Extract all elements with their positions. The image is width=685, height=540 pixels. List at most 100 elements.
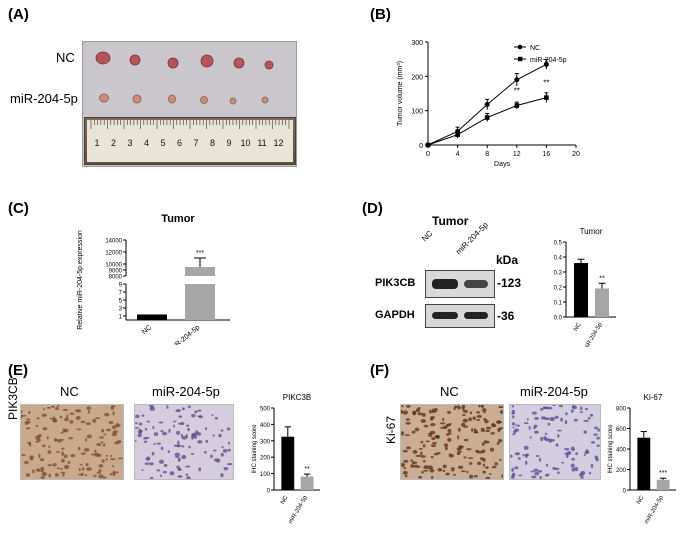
nucleus xyxy=(212,434,215,437)
nucleus xyxy=(177,475,183,478)
nucleus xyxy=(558,404,563,408)
nucleus xyxy=(463,438,469,442)
ruler-number: 11 xyxy=(257,138,266,148)
nucleus xyxy=(590,441,596,444)
ihc-col-nc-e: NC xyxy=(60,384,79,399)
nucleus xyxy=(430,422,436,427)
nucleus xyxy=(399,409,403,414)
nucleus xyxy=(110,454,113,458)
nucleus xyxy=(169,471,175,476)
nucleus xyxy=(20,415,23,418)
nucleus xyxy=(35,468,39,472)
nucleus xyxy=(564,452,570,455)
nucleus xyxy=(545,417,550,421)
nucleus xyxy=(565,453,569,458)
bar-1-lower xyxy=(185,284,215,320)
y-tick-label: 500 xyxy=(260,407,271,413)
kda-pik3cb: -123 xyxy=(497,276,522,290)
nucleus xyxy=(94,449,97,454)
nucleus xyxy=(177,457,181,462)
nucleus xyxy=(98,469,102,473)
nucleus xyxy=(227,441,231,445)
nucleus xyxy=(197,409,202,412)
nucleus xyxy=(499,427,505,429)
nucleus xyxy=(457,465,464,469)
nucleus xyxy=(403,459,409,463)
nucleus xyxy=(216,458,221,463)
tumor-mir-1 xyxy=(99,93,109,103)
nucleus xyxy=(177,468,181,470)
nucleus xyxy=(86,406,91,410)
x-tick-label: miR-204-5p xyxy=(583,321,604,347)
nucleus xyxy=(55,406,59,411)
panel-label-a: (A) xyxy=(8,6,29,23)
nucleus xyxy=(205,439,209,444)
nucleus xyxy=(80,420,86,424)
nucleus xyxy=(423,465,429,470)
nucleus xyxy=(85,462,89,467)
nucleus xyxy=(534,472,540,476)
nucleus xyxy=(432,442,437,445)
nucleus xyxy=(32,469,35,474)
nucleus xyxy=(580,406,583,411)
x-tick-label: 12 xyxy=(513,151,521,158)
nucleus xyxy=(555,443,559,447)
nucleus xyxy=(404,434,410,437)
nucleus xyxy=(177,443,180,448)
nucleus xyxy=(534,417,539,420)
panel-label-e: (E) xyxy=(8,362,28,379)
nucleus xyxy=(457,435,460,440)
nucleus xyxy=(105,457,108,461)
nucleus xyxy=(590,463,594,469)
nucleus xyxy=(90,453,96,456)
nucleus xyxy=(545,463,549,467)
nucleus xyxy=(447,437,452,442)
y-axis-label: IHC staining score xyxy=(252,424,258,474)
nucleus xyxy=(485,426,492,430)
ihc-col-mir-f: miR-204-5p xyxy=(520,384,588,399)
nucleus xyxy=(400,431,405,436)
nucleus xyxy=(54,473,59,477)
nucleus xyxy=(411,430,416,434)
panel-label-d: (D) xyxy=(362,200,383,217)
ihc-e-mir-nuclei xyxy=(133,403,233,481)
significance-mark: ** xyxy=(514,87,520,96)
nucleus xyxy=(517,457,521,460)
nucleus xyxy=(177,440,180,445)
nucleus xyxy=(420,455,427,458)
nucleus xyxy=(528,425,531,430)
ruler-number: 3 xyxy=(127,138,132,148)
nucleus xyxy=(167,450,170,454)
nucleus xyxy=(110,458,116,461)
nucleus xyxy=(420,451,423,456)
nucleus xyxy=(429,468,435,473)
nucleus xyxy=(531,411,537,415)
blot-pik3cb xyxy=(425,270,495,298)
nucleus xyxy=(483,417,487,421)
nucleus xyxy=(588,471,592,475)
nucleus xyxy=(218,433,222,438)
y-axis-label: Tumor volume (mm³) xyxy=(397,61,404,126)
nucleus xyxy=(53,438,57,442)
nucleus xyxy=(102,443,106,447)
nucleus xyxy=(181,407,185,411)
y-tick-label: 0.0 xyxy=(554,316,563,322)
nucleus xyxy=(187,405,191,409)
x-tick-label: NC xyxy=(636,494,646,505)
nucleus xyxy=(78,467,81,472)
bar-0 xyxy=(574,263,588,317)
nucleus xyxy=(41,444,46,448)
nucleus xyxy=(181,445,185,448)
nucleus xyxy=(531,475,537,479)
nucleus xyxy=(160,430,164,433)
nucleus xyxy=(47,450,52,454)
nucleus xyxy=(178,422,183,425)
nucleus xyxy=(469,411,473,415)
nucleus xyxy=(46,436,49,440)
nucleus xyxy=(540,416,546,420)
nucleus xyxy=(101,428,105,433)
y-tick-label: 0.3 xyxy=(554,271,563,277)
ruler-number: 9 xyxy=(226,138,231,148)
nucleus xyxy=(168,428,171,434)
panel-label-b: (B) xyxy=(370,6,391,23)
